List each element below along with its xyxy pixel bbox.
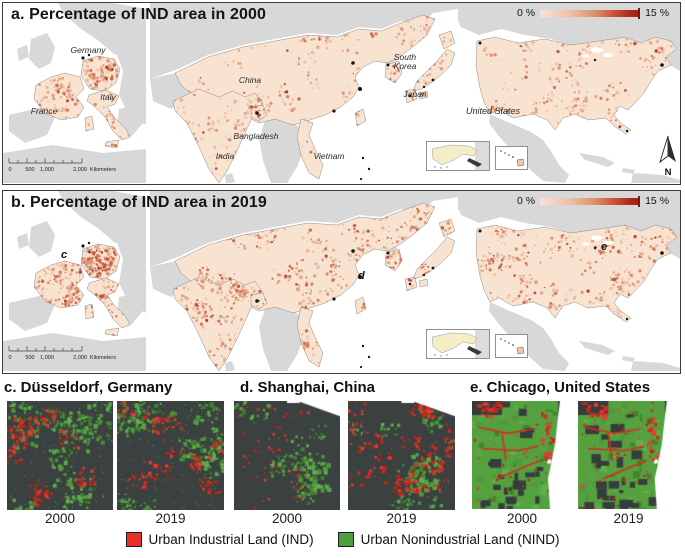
shanghai-2000-image bbox=[234, 401, 340, 510]
scalebar-a: 0 500 1,000 2,000 Kilometers bbox=[8, 156, 136, 174]
chicago-2019-image bbox=[578, 401, 679, 509]
scalebar-a-ticks bbox=[8, 158, 83, 164]
dusseldorf-2019-image bbox=[117, 401, 224, 510]
alaska-inset-b-map bbox=[431, 330, 489, 358]
panel-a-title: a. Percentage of IND area in 2000 bbox=[11, 6, 266, 23]
ind-swatch bbox=[125, 532, 142, 547]
alaska-inset-b bbox=[426, 329, 490, 359]
scalebar-a-unit: Kilometers bbox=[90, 167, 116, 173]
scalebar-a-tick-2000: 2,000 bbox=[73, 167, 87, 173]
colorbar-a-min-label: 0 % bbox=[517, 7, 536, 19]
map-label-france: France bbox=[30, 106, 58, 116]
map-label-united-states: United States bbox=[465, 106, 521, 116]
map-label-bangladesh: Bangladesh bbox=[233, 131, 279, 141]
colorbar-a-max-label: 15 % bbox=[645, 7, 670, 19]
map-label-japan: Japan bbox=[403, 89, 427, 99]
north-arrow-label: N bbox=[664, 167, 672, 178]
panel-b-title: b. Percentage of IND area in 2019 bbox=[11, 194, 267, 211]
dusseldorf-year-2000: 2000 bbox=[44, 511, 76, 526]
panel-a-map-2000: a. Percentage of IND area in 2000 German… bbox=[2, 2, 681, 185]
scalebar-b-tick-1000: 1,000 bbox=[40, 355, 54, 361]
panel-d-title: d. Shanghai, China bbox=[240, 379, 376, 396]
colorbar-b: 0 % 15 % bbox=[517, 195, 669, 207]
ind-label: Urban Industrial Land (IND) bbox=[148, 532, 314, 547]
scalebar-b-unit: Kilometers bbox=[90, 355, 116, 361]
chicago-year-2000: 2000 bbox=[506, 511, 538, 526]
scalebar-b-tick-500: 500 bbox=[25, 355, 35, 361]
marker-c-dusseldorf: c bbox=[61, 249, 68, 261]
hawaii-inset-b bbox=[495, 334, 528, 358]
colorbar-a: 0 % 15 % bbox=[517, 7, 669, 19]
hawaii-inset-b-map bbox=[500, 338, 525, 355]
north-arrow: N bbox=[655, 135, 680, 178]
nind-swatch bbox=[337, 532, 354, 547]
scalebar-a-tick-1000: 1,000 bbox=[40, 167, 54, 173]
scalebar-b-ticks bbox=[8, 346, 83, 352]
map-label-china: China bbox=[238, 75, 262, 85]
map-label-india: India bbox=[215, 151, 235, 161]
scalebar-a-tick-0: 0 bbox=[8, 167, 12, 173]
legend-item-ind: Urban Industrial Land (IND) bbox=[125, 532, 314, 547]
chicago-year-2019: 2019 bbox=[613, 511, 644, 526]
scalebar-a-tick-500: 500 bbox=[25, 167, 35, 173]
colorbar-b-ramp bbox=[540, 195, 641, 207]
hawaii-inset-map bbox=[500, 150, 525, 167]
scalebar-b-tick-2000: 2,000 bbox=[73, 355, 87, 361]
colorbar-b-tick bbox=[638, 195, 641, 207]
world-map-2000 bbox=[3, 3, 680, 183]
scalebar-b-tick-0: 0 bbox=[8, 355, 12, 361]
map-label-italy: Italy bbox=[100, 92, 116, 102]
map-label-germany: Germany bbox=[70, 45, 106, 55]
colorbar-b-min-label: 0 % bbox=[517, 195, 536, 207]
panel-b-map-2019: b. Percentage of IND area in 2019 c d e … bbox=[2, 190, 681, 374]
marker-d-shanghai: d bbox=[358, 270, 365, 282]
panel-c-title: c. Düsseldorf, Germany bbox=[4, 379, 173, 396]
map-label-vietnam: Vietnam bbox=[313, 151, 345, 161]
hawaii-inset bbox=[495, 146, 528, 170]
chicago-2000-image bbox=[472, 401, 572, 509]
colorbar-a-tick bbox=[638, 7, 641, 19]
legend: Urban Industrial Land (IND) Urban Nonind… bbox=[0, 532, 685, 547]
panel-e-title: e. Chicago, United States bbox=[470, 379, 651, 396]
world-map-2019 bbox=[3, 191, 680, 371]
nind-label: Urban Nonindustrial Land (NIND) bbox=[360, 532, 560, 547]
legend-item-nind: Urban Nonindustrial Land (NIND) bbox=[337, 532, 560, 547]
colorbar-b-max-label: 15 % bbox=[645, 195, 670, 207]
dusseldorf-2000-image bbox=[7, 401, 113, 510]
scalebar-b: 0 500 1,000 2,000 Kilometers bbox=[8, 344, 136, 362]
alaska-inset bbox=[426, 141, 490, 171]
colorbar-a-ramp bbox=[540, 7, 641, 19]
shanghai-year-2000: 2000 bbox=[271, 511, 303, 526]
shanghai-year-2019: 2019 bbox=[386, 511, 417, 526]
marker-e-chicago: e bbox=[601, 241, 608, 253]
alaska-inset-map bbox=[431, 142, 489, 170]
map-label-south-korea: South Korea bbox=[393, 52, 417, 72]
dusseldorf-year-2019: 2019 bbox=[155, 511, 186, 526]
shanghai-2019-image bbox=[348, 401, 455, 510]
north-arrow-icon bbox=[659, 135, 676, 164]
